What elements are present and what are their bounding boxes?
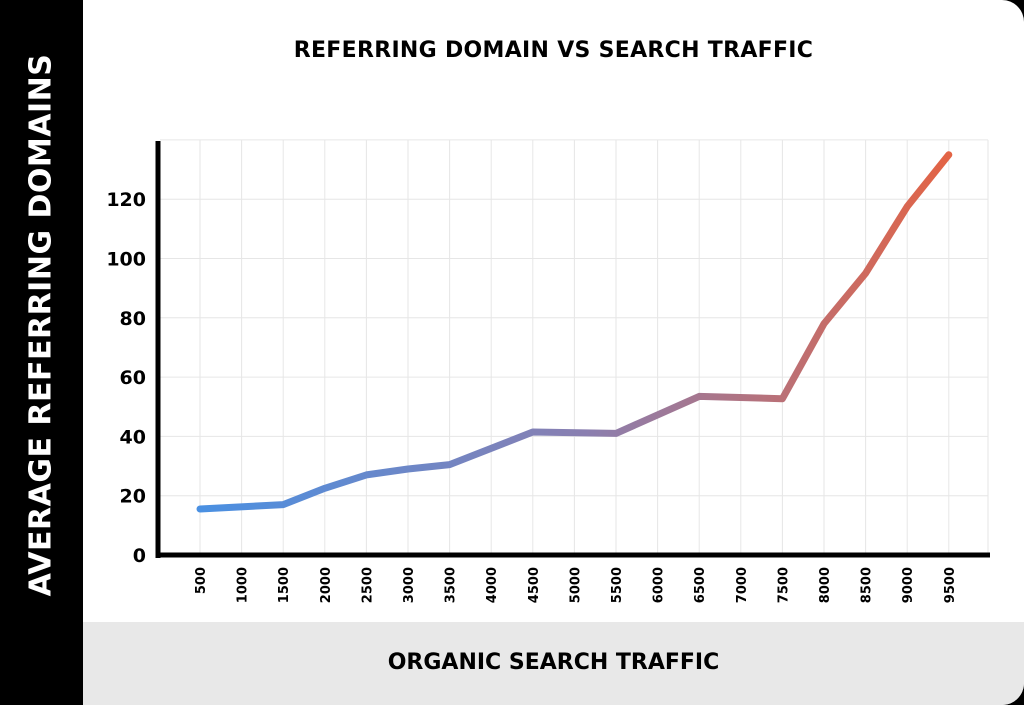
x-tick-label: 9000 <box>901 567 916 603</box>
x-tick-label: 8500 <box>860 567 875 603</box>
y-tick-label: 80 <box>120 308 146 330</box>
x-tick-label: 6500 <box>693 567 708 603</box>
x-tick-label: 9500 <box>943 567 958 603</box>
y-tick-label: 20 <box>120 486 146 508</box>
x-tick-label: 5000 <box>568 567 583 603</box>
x-tick-label: 1500 <box>277 567 292 603</box>
x-tick-label: 4500 <box>527 567 542 603</box>
chart-card: REFERRING DOMAIN VS SEARCH TRAFFIC ORGAN… <box>83 0 1024 705</box>
grid-lines <box>160 139 989 555</box>
x-tick-label: 3000 <box>402 567 417 603</box>
x-tick-label: 500 <box>194 567 209 594</box>
x-tick-label: 8000 <box>818 567 833 603</box>
y-axis-ticks: 0 20 40 60 80 100 120 <box>106 189 146 567</box>
x-axis-label-band <box>83 622 1024 705</box>
x-tick-label: 7500 <box>776 567 791 603</box>
y-tick-label: 120 <box>106 189 146 211</box>
data-line <box>196 151 953 513</box>
x-tick-label: 1000 <box>236 567 251 603</box>
x-axis-ticks: 500 1000 1500 2000 2500 3000 3500 4000 4500 5000 5… <box>194 567 958 603</box>
y-tick-label: 0 <box>133 545 146 567</box>
chart-title: REFERRING DOMAIN VS SEARCH TRAFFIC <box>293 38 814 63</box>
y-tick-label: 60 <box>120 367 146 389</box>
y-axis-label-band: AVERAGE REFERRING DOMAINS <box>0 0 83 705</box>
x-tick-label: 3500 <box>444 567 459 603</box>
x-tick-label: 2500 <box>360 567 375 603</box>
x-axis-title: ORGANIC SEARCH TRAFFIC <box>387 650 720 675</box>
x-tick-label: 6000 <box>652 567 667 603</box>
x-tick-label: 2000 <box>319 567 334 603</box>
x-tick-label: 4000 <box>485 567 500 603</box>
x-tick-label: 5500 <box>610 567 625 603</box>
x-tick-label: 7000 <box>735 567 750 603</box>
y-tick-label: 40 <box>120 426 146 448</box>
y-tick-label: 100 <box>106 249 146 271</box>
